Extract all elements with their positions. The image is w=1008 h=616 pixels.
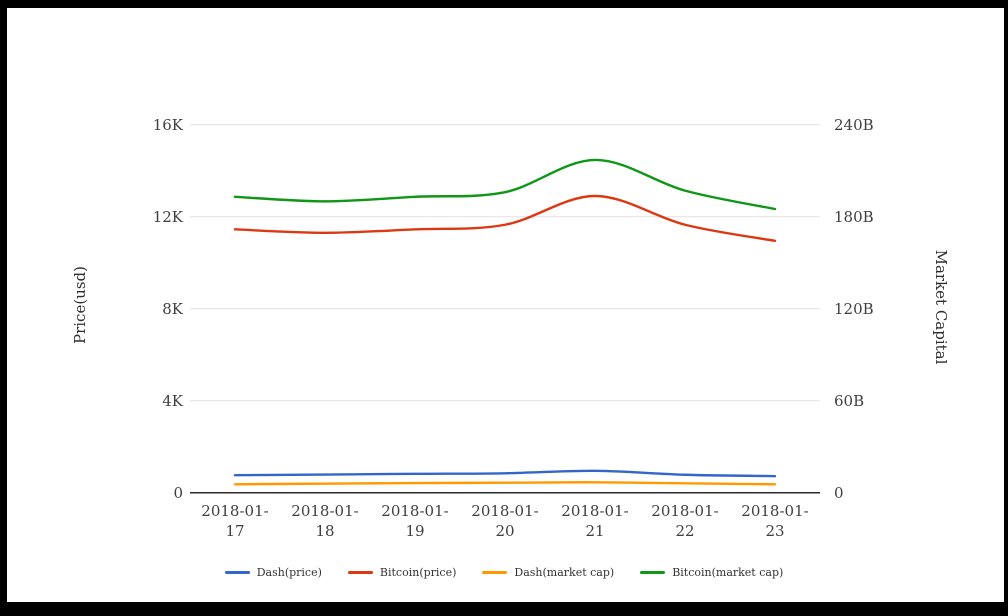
series-line-bitcoin-market-cap[interactable] bbox=[233, 158, 777, 211]
legend-label: Bitcoin(price) bbox=[379, 566, 457, 579]
series-line-bitcoin-price[interactable] bbox=[233, 194, 777, 243]
series-line-dash-price[interactable] bbox=[233, 469, 777, 478]
y-right-tick-label: 240B bbox=[834, 115, 874, 134]
legend-item-dash-price[interactable]: Dash(price) bbox=[224, 566, 322, 579]
legend-label: Dash(market cap) bbox=[514, 566, 615, 579]
y-left-tick-label: 16K bbox=[152, 115, 183, 134]
y-axis-left-title: Price(usd) bbox=[71, 265, 89, 345]
series-line-dash-market-cap[interactable] bbox=[233, 481, 777, 486]
legend-line-swatch bbox=[640, 571, 666, 574]
y-left-tick-label: 8K bbox=[162, 299, 183, 318]
y-axis-right-title: Market Capital bbox=[932, 249, 950, 365]
y-right-tick-label: 120B bbox=[834, 299, 874, 318]
legend-item-bitcoin-price[interactable]: Bitcoin(price) bbox=[347, 566, 457, 579]
legend-line-swatch bbox=[482, 571, 508, 574]
legend-label: Dash(price) bbox=[256, 566, 322, 579]
x-tick-label: 2018-01- 18 bbox=[291, 502, 359, 540]
y-right-tick-label: 180B bbox=[834, 207, 874, 226]
legend-item-dash-market-cap[interactable]: Dash(market cap) bbox=[482, 566, 614, 579]
x-tick-label: 2018-01- 21 bbox=[561, 502, 629, 540]
x-tick-label: 2018-01- 20 bbox=[471, 502, 539, 540]
y-left-tick-label: 0 bbox=[173, 483, 183, 502]
legend-line-swatch bbox=[347, 571, 373, 574]
y-right-tick-label: 60B bbox=[834, 391, 865, 410]
x-tick-label: 2018-01- 23 bbox=[741, 502, 809, 540]
legend-line-swatch bbox=[224, 571, 250, 574]
x-tick-label: 2018-01- 22 bbox=[651, 502, 719, 540]
legend-label: Bitcoin(market cap) bbox=[672, 566, 784, 579]
y-right-tick-label: 0 bbox=[834, 483, 844, 502]
legend: Dash(price) Bitcoin(price) Dash(market cap… bbox=[0, 566, 1008, 579]
legend-item-bitcoin-market-cap[interactable]: Bitcoin(market cap) bbox=[640, 566, 783, 579]
y-left-tick-label: 4K bbox=[162, 391, 183, 410]
x-tick-label: 2018-01- 19 bbox=[381, 502, 449, 540]
x-tick-label: 2018-01- 17 bbox=[201, 502, 269, 540]
y-left-tick-label: 12K bbox=[152, 207, 183, 226]
